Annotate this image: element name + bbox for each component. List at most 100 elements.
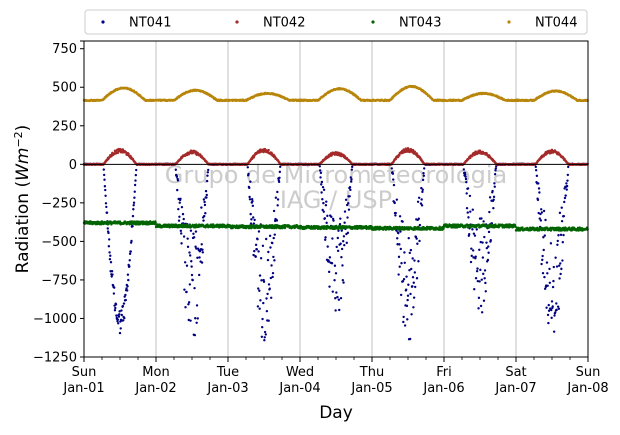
data-point [548, 268, 550, 270]
data-point [180, 242, 182, 244]
watermark-line-2: IAG / USP [280, 186, 392, 214]
data-point [398, 243, 400, 245]
data-point [414, 271, 416, 273]
data-point [540, 263, 542, 265]
data-point [477, 307, 479, 309]
data-point [200, 206, 202, 208]
data-point [335, 272, 337, 274]
data-point [392, 173, 394, 175]
data-point [561, 259, 563, 261]
data-point [543, 249, 545, 251]
data-point [114, 307, 116, 309]
data-point [108, 251, 110, 253]
data-point [494, 186, 496, 188]
data-point [535, 166, 537, 168]
data-point [267, 149, 269, 151]
data-point [123, 317, 125, 319]
data-point [332, 290, 334, 292]
data-point [273, 259, 275, 261]
data-point [334, 265, 336, 267]
data-point [269, 235, 271, 237]
data-point [190, 230, 192, 232]
data-point [253, 219, 255, 221]
data-point [337, 237, 339, 239]
data-point [126, 289, 128, 291]
data-point [482, 220, 484, 222]
data-point [188, 251, 190, 253]
data-point [131, 225, 133, 227]
data-point [324, 236, 326, 238]
data-point [196, 304, 198, 306]
data-point [105, 206, 107, 208]
data-point [194, 334, 196, 336]
data-point [541, 211, 543, 213]
data-point [324, 217, 326, 219]
data-point [107, 232, 109, 234]
data-point [180, 232, 182, 234]
data-point [545, 307, 547, 309]
data-point [189, 319, 191, 321]
data-point [393, 184, 395, 186]
data-point [485, 290, 487, 292]
data-point [333, 279, 335, 281]
data-point [183, 218, 185, 220]
data-point [278, 177, 280, 179]
data-point [484, 282, 486, 284]
data-point [177, 208, 179, 210]
data-point [493, 196, 495, 198]
data-point [544, 234, 546, 236]
data-point [201, 249, 203, 251]
data-point [195, 322, 197, 324]
data-point [562, 241, 564, 243]
data-point [422, 189, 424, 191]
data-point [423, 175, 425, 177]
data-point [412, 306, 414, 308]
data-point [476, 228, 478, 230]
data-point [130, 250, 132, 252]
data-point [256, 248, 258, 250]
data-point [464, 175, 466, 177]
data-point [129, 259, 131, 261]
data-point [563, 215, 565, 217]
data-point [278, 181, 280, 183]
data-point [342, 281, 344, 283]
data-point [540, 208, 542, 210]
data-point [394, 214, 396, 216]
data-point [480, 217, 482, 219]
data-point [320, 191, 322, 193]
data-point [470, 261, 472, 263]
data-point [205, 196, 207, 198]
data-point [205, 190, 207, 192]
data-point [272, 256, 274, 258]
data-point [409, 252, 411, 254]
data-point [567, 174, 569, 176]
data-point [120, 327, 122, 329]
data-point [483, 236, 485, 238]
data-point [474, 255, 476, 257]
data-point [405, 275, 407, 277]
data-point [494, 173, 496, 175]
data-point [329, 256, 331, 258]
data-point [391, 167, 393, 169]
data-point [399, 215, 401, 217]
data-point [403, 278, 405, 280]
data-point [487, 252, 489, 254]
data-point [343, 222, 345, 224]
data-point [422, 179, 424, 181]
data-point [111, 273, 113, 275]
data-point [559, 262, 561, 264]
data-point [413, 296, 415, 298]
data-point [328, 271, 330, 273]
data-point [135, 174, 137, 176]
data-point [408, 237, 410, 239]
data-point [480, 305, 482, 307]
data-point [397, 273, 399, 275]
data-point [266, 310, 268, 312]
data-point [110, 261, 112, 263]
data-point [192, 233, 194, 235]
data-point [321, 198, 323, 200]
data-point [331, 237, 333, 239]
data-point [207, 169, 209, 171]
data-point [252, 205, 254, 207]
